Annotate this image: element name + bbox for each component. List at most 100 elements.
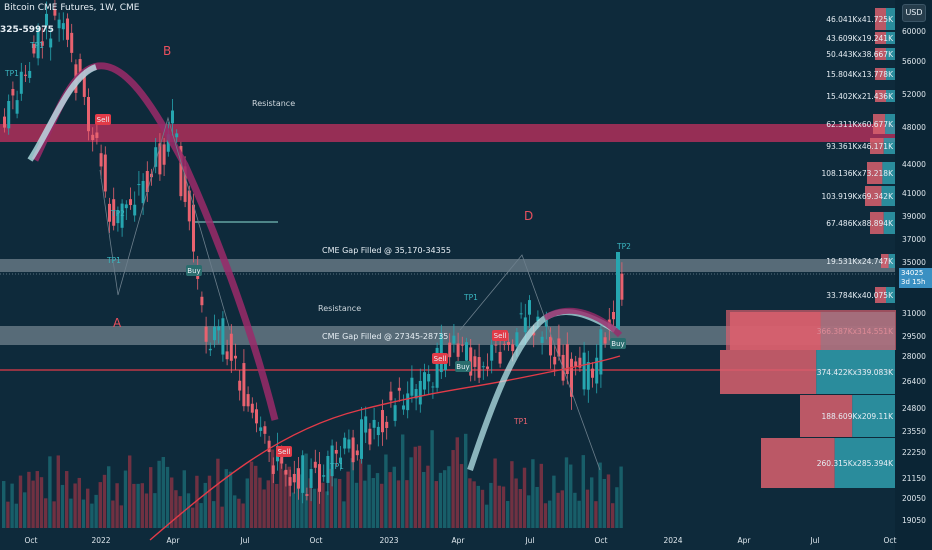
volume-bar [434, 481, 438, 528]
candle-body [225, 351, 229, 360]
signal-sell-tag: Sell [492, 330, 508, 341]
x-tick-label: Oct [25, 536, 38, 545]
volume-bar [2, 481, 6, 528]
signal-box [455, 361, 471, 372]
volume-bar [153, 493, 157, 528]
candle-body [444, 361, 447, 371]
volume-bar [245, 478, 249, 528]
x-tick-label: Oct [310, 536, 323, 545]
profile-label: 374.422Kx339.083K [817, 368, 894, 377]
volume-bar [455, 437, 459, 528]
volume-bar [388, 472, 392, 528]
volume-bar [493, 458, 497, 528]
candle-body [498, 351, 502, 364]
volume-bar [6, 501, 10, 528]
candle-body [414, 389, 418, 399]
candle-body [154, 147, 158, 167]
candle-body [301, 455, 305, 493]
candle-body [32, 44, 36, 54]
candle-body [103, 154, 107, 192]
x-tick-label: Apr [452, 536, 466, 545]
cme-gap-band-upper [0, 259, 895, 272]
y-tick-label: 52000 [902, 90, 926, 99]
candle-body [540, 336, 544, 343]
candle-body [339, 457, 342, 464]
candle-body [507, 342, 510, 345]
volume-bar [573, 492, 577, 528]
chart-title: Bitcoin CME Futures, 1W, CME [4, 3, 140, 13]
profile-sell [870, 212, 884, 234]
volume-bar [564, 457, 569, 528]
candle-body [7, 101, 11, 129]
volume-bar [338, 478, 342, 528]
candle-body [536, 316, 540, 322]
volume-bar [161, 457, 165, 528]
candle-body [305, 494, 309, 496]
y-tick-label: 48000 [902, 123, 926, 132]
volume-bar [606, 474, 611, 528]
volume-bar [287, 466, 291, 528]
target-label: TP2 [616, 242, 631, 251]
volume-bar [615, 487, 619, 528]
wave-label-a: A [113, 316, 122, 330]
candle-body [326, 456, 330, 483]
candle-body [515, 332, 519, 347]
currency-button[interactable]: USD [902, 4, 926, 22]
y-tick-label: 19050 [902, 516, 926, 525]
signal-buy-tag: Buy [186, 265, 202, 276]
candle-body [389, 391, 393, 401]
volume-bar [266, 480, 270, 528]
profile-buy [888, 254, 895, 268]
volume-bar [459, 464, 464, 528]
volume-bar [401, 434, 405, 528]
volume-bar [577, 500, 581, 528]
y-tick-label: 41000 [902, 189, 926, 198]
y-tick-label: 37000 [902, 235, 926, 244]
volume-bar [443, 470, 447, 528]
candle-body [393, 405, 397, 421]
volume-bar [182, 470, 186, 528]
x-tick-label: Oct [884, 536, 897, 545]
volume-bar [594, 501, 598, 528]
candle-body [61, 23, 65, 30]
y-tick-label: 39000 [902, 212, 926, 221]
candle-body [284, 469, 288, 475]
x-tick-label: Jul [809, 536, 819, 545]
candle-body [549, 336, 552, 356]
candle-body [465, 342, 468, 361]
volume-bar [346, 471, 350, 528]
candle-body [99, 153, 103, 167]
volume-bar [438, 472, 443, 528]
candle-body [192, 204, 195, 252]
candle-body [423, 372, 426, 390]
volume-bar [69, 498, 73, 528]
volume-bar [73, 483, 77, 528]
profile-buy [883, 138, 895, 154]
candle-body [557, 338, 561, 357]
candle-body [553, 356, 557, 365]
volume-bar [590, 477, 594, 528]
volume-bar [56, 455, 60, 528]
volume-bar [60, 484, 65, 528]
last-price-tag: 34025 3d 15h [899, 268, 932, 288]
profile-sell [761, 438, 835, 488]
volume-bar [98, 482, 102, 528]
volume-bar [489, 482, 493, 528]
profile-label: 62.311Kx60.677K [826, 120, 894, 129]
candle-body [15, 100, 19, 114]
volume-bar [321, 482, 325, 528]
candle-body [24, 74, 27, 76]
volume-bar [535, 486, 539, 528]
resistance-band [0, 124, 895, 142]
volume-bar [52, 501, 56, 528]
candle-body [204, 326, 208, 342]
candle-body [36, 28, 40, 59]
profile-poc-fill [726, 310, 896, 350]
volume-bars [2, 430, 623, 528]
volume-bar [514, 478, 518, 528]
candle-body [599, 329, 603, 375]
volume-bar [396, 480, 401, 528]
candle-body [40, 41, 44, 46]
